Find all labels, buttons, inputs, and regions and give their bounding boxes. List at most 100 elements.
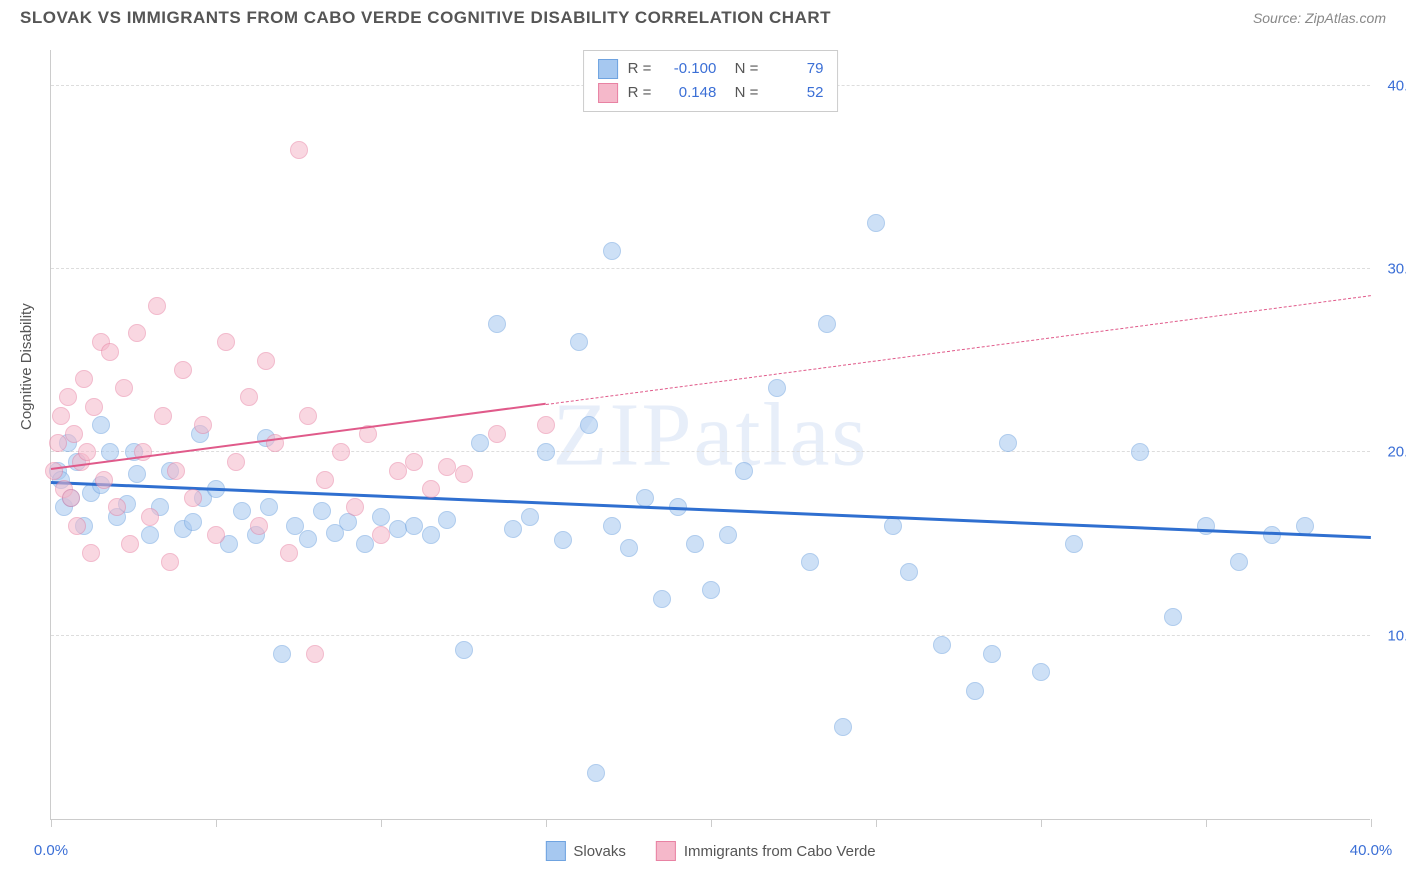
data-point <box>620 539 638 557</box>
gridline <box>51 451 1370 452</box>
data-point <box>95 471 113 489</box>
data-point <box>983 645 1001 663</box>
x-tick <box>546 819 547 827</box>
data-point <box>636 489 654 507</box>
gridline <box>51 268 1370 269</box>
y-axis-label: Cognitive Disability <box>18 303 35 430</box>
data-point <box>405 517 423 535</box>
legend-swatch <box>545 841 565 861</box>
data-point <box>233 502 251 520</box>
legend-label: Slovaks <box>573 843 626 860</box>
legend-swatch <box>598 83 618 103</box>
data-point <box>603 517 621 535</box>
legend-stat-row: R =-0.100 N =79 <box>598 57 824 81</box>
data-point <box>257 352 275 370</box>
data-point <box>174 361 192 379</box>
stat-n-label: N = <box>726 81 758 105</box>
y-tick-label: 20.0% <box>1375 444 1406 461</box>
y-tick-label: 30.0% <box>1375 261 1406 278</box>
data-point <box>313 502 331 520</box>
data-point <box>1263 526 1281 544</box>
data-point <box>217 333 235 351</box>
data-point <box>184 489 202 507</box>
data-point <box>1065 535 1083 553</box>
data-point <box>68 517 86 535</box>
legend-item: Slovaks <box>545 841 626 861</box>
data-point <box>184 513 202 531</box>
data-point <box>537 443 555 461</box>
x-tick <box>1206 819 1207 827</box>
stat-r-value: 0.148 <box>661 81 716 105</box>
data-point <box>735 462 753 480</box>
data-point <box>372 526 390 544</box>
data-point <box>141 526 159 544</box>
data-point <box>316 471 334 489</box>
data-point <box>45 462 63 480</box>
data-point <box>299 407 317 425</box>
data-point <box>82 544 100 562</box>
y-tick-label: 40.0% <box>1375 77 1406 94</box>
data-point <box>521 508 539 526</box>
data-point <box>161 553 179 571</box>
data-point <box>85 398 103 416</box>
data-point <box>154 407 172 425</box>
legend-series: Slovaks Immigrants from Cabo Verde <box>545 841 875 861</box>
data-point <box>580 416 598 434</box>
data-point <box>167 462 185 480</box>
data-point <box>290 141 308 159</box>
data-point <box>966 682 984 700</box>
legend-stat-row: R =0.148 N =52 <box>598 81 824 105</box>
x-tick-label: 0.0% <box>34 842 68 859</box>
data-point <box>900 563 918 581</box>
data-point <box>1131 443 1149 461</box>
data-point <box>92 416 110 434</box>
data-point <box>332 443 350 461</box>
data-point <box>1230 553 1248 571</box>
data-point <box>240 388 258 406</box>
data-point <box>260 498 278 516</box>
data-point <box>1296 517 1314 535</box>
data-point <box>299 530 317 548</box>
data-point <box>603 242 621 260</box>
data-point <box>884 517 902 535</box>
data-point <box>438 458 456 476</box>
data-point <box>1164 608 1182 626</box>
stat-r-label: R = <box>628 57 652 81</box>
gridline <box>51 635 1370 636</box>
data-point <box>101 343 119 361</box>
legend-swatch <box>598 59 618 79</box>
data-point <box>455 465 473 483</box>
stat-r-value: -0.100 <box>661 57 716 81</box>
stat-r-label: R = <box>628 81 652 105</box>
x-tick-label: 40.0% <box>1350 842 1393 859</box>
scatter-plot: ZIPatlas R =-0.100 N =79R =0.148 N =52 S… <box>50 50 1370 820</box>
data-point <box>306 645 324 663</box>
data-point <box>653 590 671 608</box>
data-point <box>227 453 245 471</box>
data-point <box>587 764 605 782</box>
data-point <box>1197 517 1215 535</box>
data-point <box>686 535 704 553</box>
data-point <box>422 480 440 498</box>
data-point <box>405 453 423 471</box>
data-point <box>115 379 133 397</box>
stat-n-label: N = <box>726 57 758 81</box>
data-point <box>504 520 522 538</box>
data-point <box>702 581 720 599</box>
data-point <box>719 526 737 544</box>
data-point <box>62 489 80 507</box>
legend-item: Immigrants from Cabo Verde <box>656 841 876 861</box>
data-point <box>818 315 836 333</box>
watermark: ZIPatlas <box>553 383 869 486</box>
chart-title: SLOVAK VS IMMIGRANTS FROM CABO VERDE COG… <box>20 8 831 28</box>
data-point <box>49 434 67 452</box>
data-point <box>389 520 407 538</box>
data-point <box>121 535 139 553</box>
data-point <box>356 535 374 553</box>
data-point <box>280 544 298 562</box>
data-point <box>999 434 1017 452</box>
data-point <box>933 636 951 654</box>
data-point <box>52 407 70 425</box>
data-point <box>471 434 489 452</box>
data-point <box>455 641 473 659</box>
